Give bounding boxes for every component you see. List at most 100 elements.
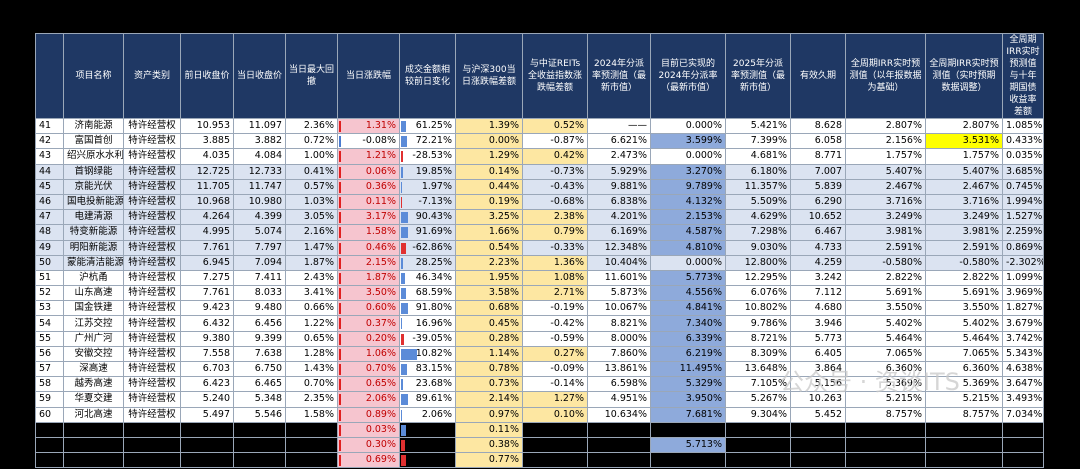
table-cell: 0.45% — [455, 315, 523, 332]
data-bar — [339, 333, 341, 345]
data-bar — [339, 379, 341, 391]
table-cell: 7.250 — [233, 436, 286, 454]
table-cell: 6.423 — [180, 376, 234, 393]
table-cell: 4.733 — [790, 239, 846, 256]
table-cell: 7.860% — [587, 345, 651, 363]
watermark: 公众号 · 资谈ITS — [780, 368, 960, 396]
table-cell: -0.43% — [522, 178, 588, 195]
table-cell: 2.807% — [845, 117, 926, 135]
table-cell: 0.60% — [337, 300, 400, 317]
table-cell: 16.96% — [399, 315, 456, 332]
table-cell: 越秀高速 — [63, 376, 124, 393]
table-cell: 2.803% — [925, 452, 1003, 469]
table-cell: -0.580% — [845, 254, 926, 271]
table-cell: 7.399% — [725, 133, 791, 150]
table-cell: 3.885 — [180, 133, 234, 150]
table-cell: 0.000% — [650, 254, 726, 271]
data-bar — [401, 181, 402, 193]
table-cell: -0.42% — [522, 315, 588, 332]
table-cell: -57.74% — [399, 436, 456, 454]
table-cell: 9.786% — [725, 315, 791, 332]
table-cell: 10.652 — [790, 209, 846, 226]
table-cell: 5.294% — [587, 421, 651, 438]
table-cell: 62 — [35, 436, 64, 454]
table-cell: 6.750 — [233, 360, 286, 378]
table-cell: 0.73% — [455, 376, 523, 393]
table-cell: 河北高速 — [63, 406, 124, 423]
table-cell: 5.773 — [790, 330, 846, 347]
table-cell: 3.531% — [925, 133, 1003, 150]
table-cell: 12.725 — [180, 163, 234, 180]
table-cell: 0.44% — [455, 178, 523, 195]
table-cell: 4.264 — [180, 209, 234, 226]
table-cell: 210.82% — [399, 345, 456, 363]
table-cell: 11.705 — [180, 178, 234, 195]
table-cell: 特许经营权 — [123, 163, 181, 180]
table-cell: -0.59% — [522, 330, 588, 347]
table-cell: 7.638 — [233, 345, 286, 363]
table-cell: 1.526% — [1002, 421, 1044, 438]
table-cell: 1.08% — [522, 269, 588, 287]
table-cell: 0.54% — [455, 239, 523, 256]
table-cell: 68.59% — [399, 285, 456, 302]
table-cell: 6.676 — [180, 421, 234, 438]
table-cell: 特许经营权 — [123, 117, 181, 135]
table-cell: 7.298% — [725, 224, 791, 241]
table-cell: 0.27% — [522, 345, 588, 363]
table-cell: 0.70% — [337, 360, 400, 378]
table-cell: 首钢绿能 — [63, 163, 124, 180]
table-cell: 8.761% — [725, 436, 791, 454]
table-cell: 1.47% — [285, 239, 338, 256]
table-cell: 1.58% — [285, 406, 338, 423]
table-cell: -0.76% — [522, 421, 588, 438]
table-cell: 国电投新能源 — [63, 193, 124, 211]
data-bar — [401, 196, 402, 208]
table-cell: 46 — [35, 193, 64, 211]
table-cell: 沪杭甬 — [63, 269, 124, 287]
table-cell: 5.421% — [725, 117, 791, 135]
table-cell: 10.067% — [587, 300, 651, 317]
table-cell: 2.822% — [925, 269, 1003, 287]
table-cell: 42 — [35, 133, 64, 150]
table-cell: 0.66% — [285, 300, 338, 317]
table-cell: 0.65% — [337, 376, 400, 393]
table-row: 59 华夏交建 特许经营权 5.240 5.348 2.35% 2.06% 89.61% 2.1… — [35, 391, 1044, 408]
table-cell: 51 — [35, 269, 64, 287]
table-cell: 0.97% — [455, 406, 523, 423]
table-cell: 0.06% — [337, 163, 400, 180]
table-row: 56 安徽交控 特许经营权 7.558 7.638 1.28% 1.06% 210.82% 1.… — [35, 345, 1044, 363]
table-cell: 0.54% — [285, 436, 338, 454]
table-cell: 0.42% — [522, 148, 588, 165]
table-cell: 1.81% — [285, 421, 338, 438]
table-cell: 0.000% — [650, 452, 726, 469]
table-cell: 特许经营权 — [123, 406, 181, 423]
table-cell: 7.065% — [925, 345, 1003, 363]
table-cell: 特变新能源 — [63, 224, 124, 241]
table-cell: 1.36% — [522, 254, 588, 271]
table-cell: 2.591% — [925, 239, 1003, 256]
table-cell: 2.43% — [285, 269, 338, 287]
table-cell: 60 — [35, 406, 64, 423]
data-bar — [339, 455, 341, 467]
table-cell: 8.033 — [233, 285, 286, 302]
table-cell: 0.869% — [1002, 239, 1044, 256]
table-row: 52 山东高速 特许经营权 7.761 8.033 3.41% 3.50% 68.59% 3.5… — [35, 285, 1044, 302]
table-cell: -0.87% — [522, 133, 588, 150]
table-cell: 6.058 — [790, 133, 846, 150]
table-cell: 11.601% — [587, 269, 651, 287]
table-cell: 1.14% — [455, 345, 523, 363]
data-bar — [401, 303, 408, 315]
table-cell: 5.509% — [725, 193, 791, 211]
data-bar — [339, 288, 341, 300]
table-cell: 3.981% — [925, 224, 1003, 241]
table-cell: 2.153% — [650, 209, 726, 226]
table-cell: 10.968 — [180, 193, 234, 211]
table-cell: 6.980% — [845, 436, 926, 454]
table-cell: 50 — [35, 254, 64, 271]
table-row: 42 富国首创 特许经营权 3.885 3.882 0.72% -0.08% 72.21% 0.… — [35, 133, 1044, 150]
table-cell: 6.432 — [180, 315, 234, 332]
table-cell: 8.000% — [587, 330, 651, 347]
table-cell: 72.21% — [399, 133, 456, 150]
data-bar — [339, 364, 341, 375]
table-cell: -28.53% — [399, 148, 456, 165]
